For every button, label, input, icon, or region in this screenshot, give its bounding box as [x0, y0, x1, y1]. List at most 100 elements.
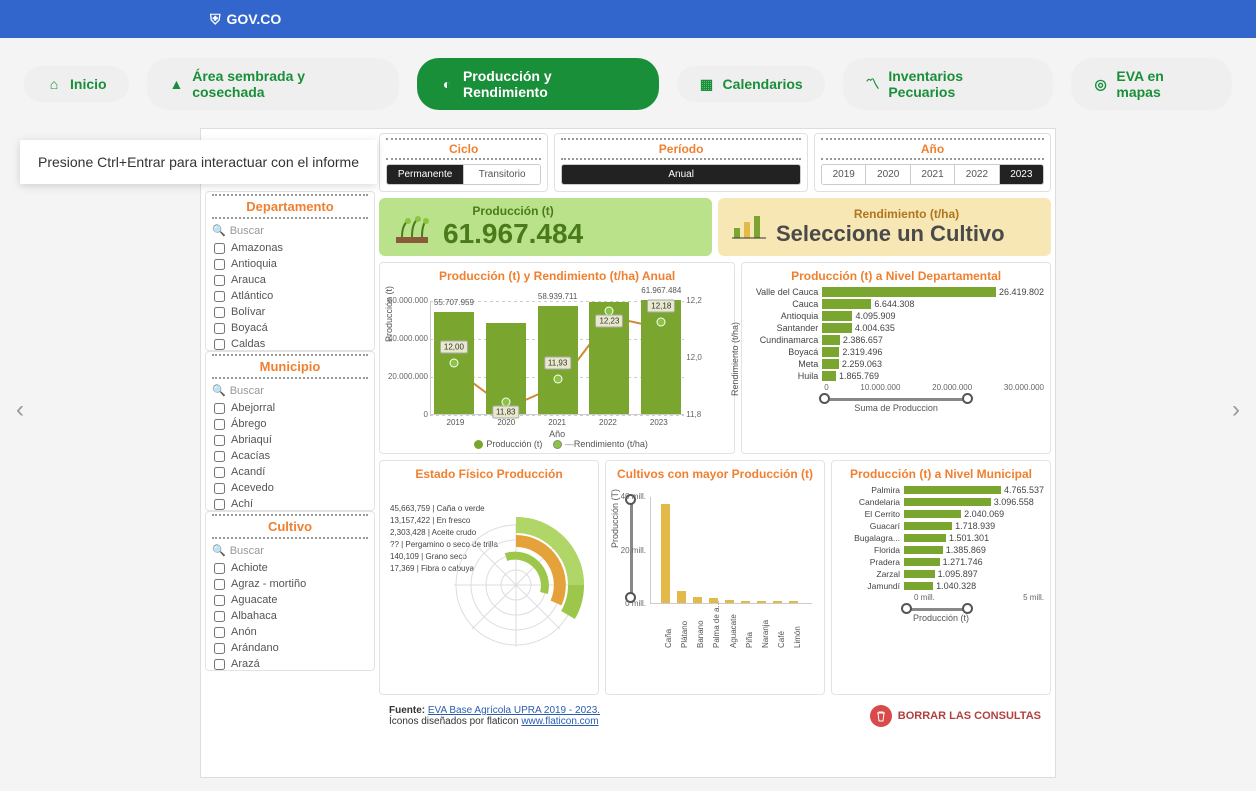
bar-2022[interactable]: 12,23	[589, 302, 629, 414]
crop-bar[interactable]	[789, 601, 798, 603]
filter-item[interactable]: Abriaquí	[206, 432, 374, 448]
filter-item[interactable]: Atlántico	[206, 288, 374, 304]
checkbox[interactable]	[214, 499, 225, 510]
hbar-value: 1.271.746	[943, 557, 983, 567]
hbar-row[interactable]: El Cerrito 2.040.069	[838, 509, 1044, 519]
seg-option[interactable]: Anual	[562, 165, 800, 184]
filter-item[interactable]: Acevedo	[206, 480, 374, 496]
nav-area[interactable]: ▲Área sembrada y cosechada	[147, 58, 400, 110]
checkbox[interactable]	[214, 275, 225, 286]
filter-item[interactable]: Achí	[206, 496, 374, 510]
hbar-row[interactable]: Santander 4.004.635	[748, 323, 1044, 333]
hbar-label: Meta	[748, 359, 822, 369]
yield-label: 12,00	[440, 341, 468, 354]
hbar-row[interactable]: Palmira 4.765.537	[838, 485, 1044, 495]
filter-item[interactable]: Agraz - mortiño	[206, 576, 374, 592]
nav-prod[interactable]: ◐Producción y Rendimiento	[417, 58, 658, 110]
bar-2019[interactable]: 55.707.95912,00	[434, 312, 474, 414]
hbar-row[interactable]: Antioquia 4.095.909	[748, 311, 1044, 321]
seg-option[interactable]: 2023	[999, 165, 1043, 184]
seg-option[interactable]: 2020	[865, 165, 909, 184]
hbar-row[interactable]: Cundinamarca 2.386.657	[748, 335, 1044, 345]
nav-inv[interactable]: 〽Inventarios Pecuarios	[843, 58, 1053, 110]
bar-2020[interactable]: 11,83	[486, 323, 526, 414]
dept-slider[interactable]	[824, 398, 968, 401]
checkbox[interactable]	[214, 483, 225, 494]
checkbox[interactable]	[214, 627, 225, 638]
filter-item[interactable]: Acacías	[206, 448, 374, 464]
seg-option[interactable]: Permanente	[387, 165, 463, 184]
seg-option[interactable]: Transitorio	[463, 165, 540, 184]
checkbox[interactable]	[214, 611, 225, 622]
prev-page-arrow[interactable]: ‹	[16, 396, 24, 424]
checkbox[interactable]	[214, 563, 225, 574]
checkbox[interactable]	[214, 659, 225, 670]
hbar-row[interactable]: Cauca 6.644.308	[748, 299, 1044, 309]
checkbox[interactable]	[214, 323, 225, 334]
hbar-row[interactable]: Pradera 1.271.746	[838, 557, 1044, 567]
filter-item[interactable]: Antioquia	[206, 256, 374, 272]
crop-bar[interactable]	[693, 597, 702, 603]
seg-option[interactable]: 2022	[954, 165, 998, 184]
hbar-row[interactable]: Huila 1.865.769	[748, 371, 1044, 381]
hbar-row[interactable]: Jamundí 1.040.328	[838, 581, 1044, 591]
source-link2[interactable]: www.flaticon.com	[521, 716, 598, 727]
filter-item[interactable]: Achiote	[206, 560, 374, 576]
crop-bar[interactable]	[757, 601, 766, 603]
mun-slider[interactable]	[906, 608, 968, 611]
kpi-rendimiento: Rendimiento (t/ha) Seleccione un Cultivo	[718, 198, 1051, 256]
crop-bar[interactable]	[661, 504, 670, 603]
checkbox[interactable]	[214, 291, 225, 302]
hbar-row[interactable]: Zarzal 1.095.897	[838, 569, 1044, 579]
checkbox[interactable]	[214, 403, 225, 414]
hbar-row[interactable]: Florida 1.385.869	[838, 545, 1044, 555]
checkbox[interactable]	[214, 307, 225, 318]
filter-item[interactable]: Boyacá	[206, 320, 374, 336]
filter-item[interactable]: Abejorral	[206, 400, 374, 416]
bar-2021[interactable]: 58.939.71111,93	[538, 306, 578, 414]
crop-bar[interactable]	[741, 601, 750, 604]
checkbox[interactable]	[214, 451, 225, 462]
hbar-row[interactable]: Candelaria 3.096.558	[838, 497, 1044, 507]
filter-item[interactable]: Ábrego	[206, 416, 374, 432]
bar-2023[interactable]: 61.967.48412,18	[641, 300, 681, 414]
filter-search[interactable]: 🔍Buscar	[206, 541, 374, 560]
filter-item[interactable]: Arauca	[206, 272, 374, 288]
crop-bar[interactable]	[773, 601, 782, 603]
clear-queries-button[interactable]: BORRAR LAS CONSULTAS	[870, 705, 1041, 727]
checkbox[interactable]	[214, 259, 225, 270]
checkbox[interactable]	[214, 595, 225, 606]
filter-item[interactable]: Arándano	[206, 640, 374, 656]
filter-item[interactable]: Caldas	[206, 336, 374, 350]
nav-cal[interactable]: ▦Calendarios	[677, 66, 825, 102]
filter-item[interactable]: Bolívar	[206, 304, 374, 320]
checkbox[interactable]	[214, 467, 225, 478]
hbar-row[interactable]: Guacarí 1.718.939	[838, 521, 1044, 531]
seg-option[interactable]: 2019	[822, 165, 865, 184]
checkbox[interactable]	[214, 643, 225, 654]
source-link1[interactable]: EVA Base Agrícola UPRA 2019 - 2023.	[428, 705, 600, 716]
hbar-row[interactable]: Boyacá 2.319.496	[748, 347, 1044, 357]
nav-eva[interactable]: ◎EVA en mapas	[1071, 58, 1232, 110]
filter-search[interactable]: 🔍Buscar	[206, 381, 374, 400]
checkbox[interactable]	[214, 579, 225, 590]
hbar-row[interactable]: Bugalagra... 1.501.301	[838, 533, 1044, 543]
filter-item[interactable]: Albahaca	[206, 608, 374, 624]
filter-item[interactable]: Anón	[206, 624, 374, 640]
checkbox[interactable]	[214, 419, 225, 430]
checkbox[interactable]	[214, 339, 225, 350]
checkbox[interactable]	[214, 435, 225, 446]
filter-item[interactable]: Aguacate	[206, 592, 374, 608]
hbar-row[interactable]: Meta 2.259.063	[748, 359, 1044, 369]
next-page-arrow[interactable]: ›	[1232, 396, 1240, 424]
seg-option[interactable]: 2021	[910, 165, 954, 184]
filter-item[interactable]: Acandí	[206, 464, 374, 480]
filter-item[interactable]: Amazonas	[206, 240, 374, 256]
filter-search[interactable]: 🔍Buscar	[206, 221, 374, 240]
crop-bar[interactable]	[677, 591, 686, 603]
crop-bar[interactable]	[725, 600, 734, 603]
checkbox[interactable]	[214, 243, 225, 254]
hbar-row[interactable]: Valle del Cauca 26.419.802	[748, 287, 1044, 297]
filter-item[interactable]: Arazá	[206, 656, 374, 670]
nav-inicio[interactable]: ⌂Inicio	[24, 66, 129, 102]
